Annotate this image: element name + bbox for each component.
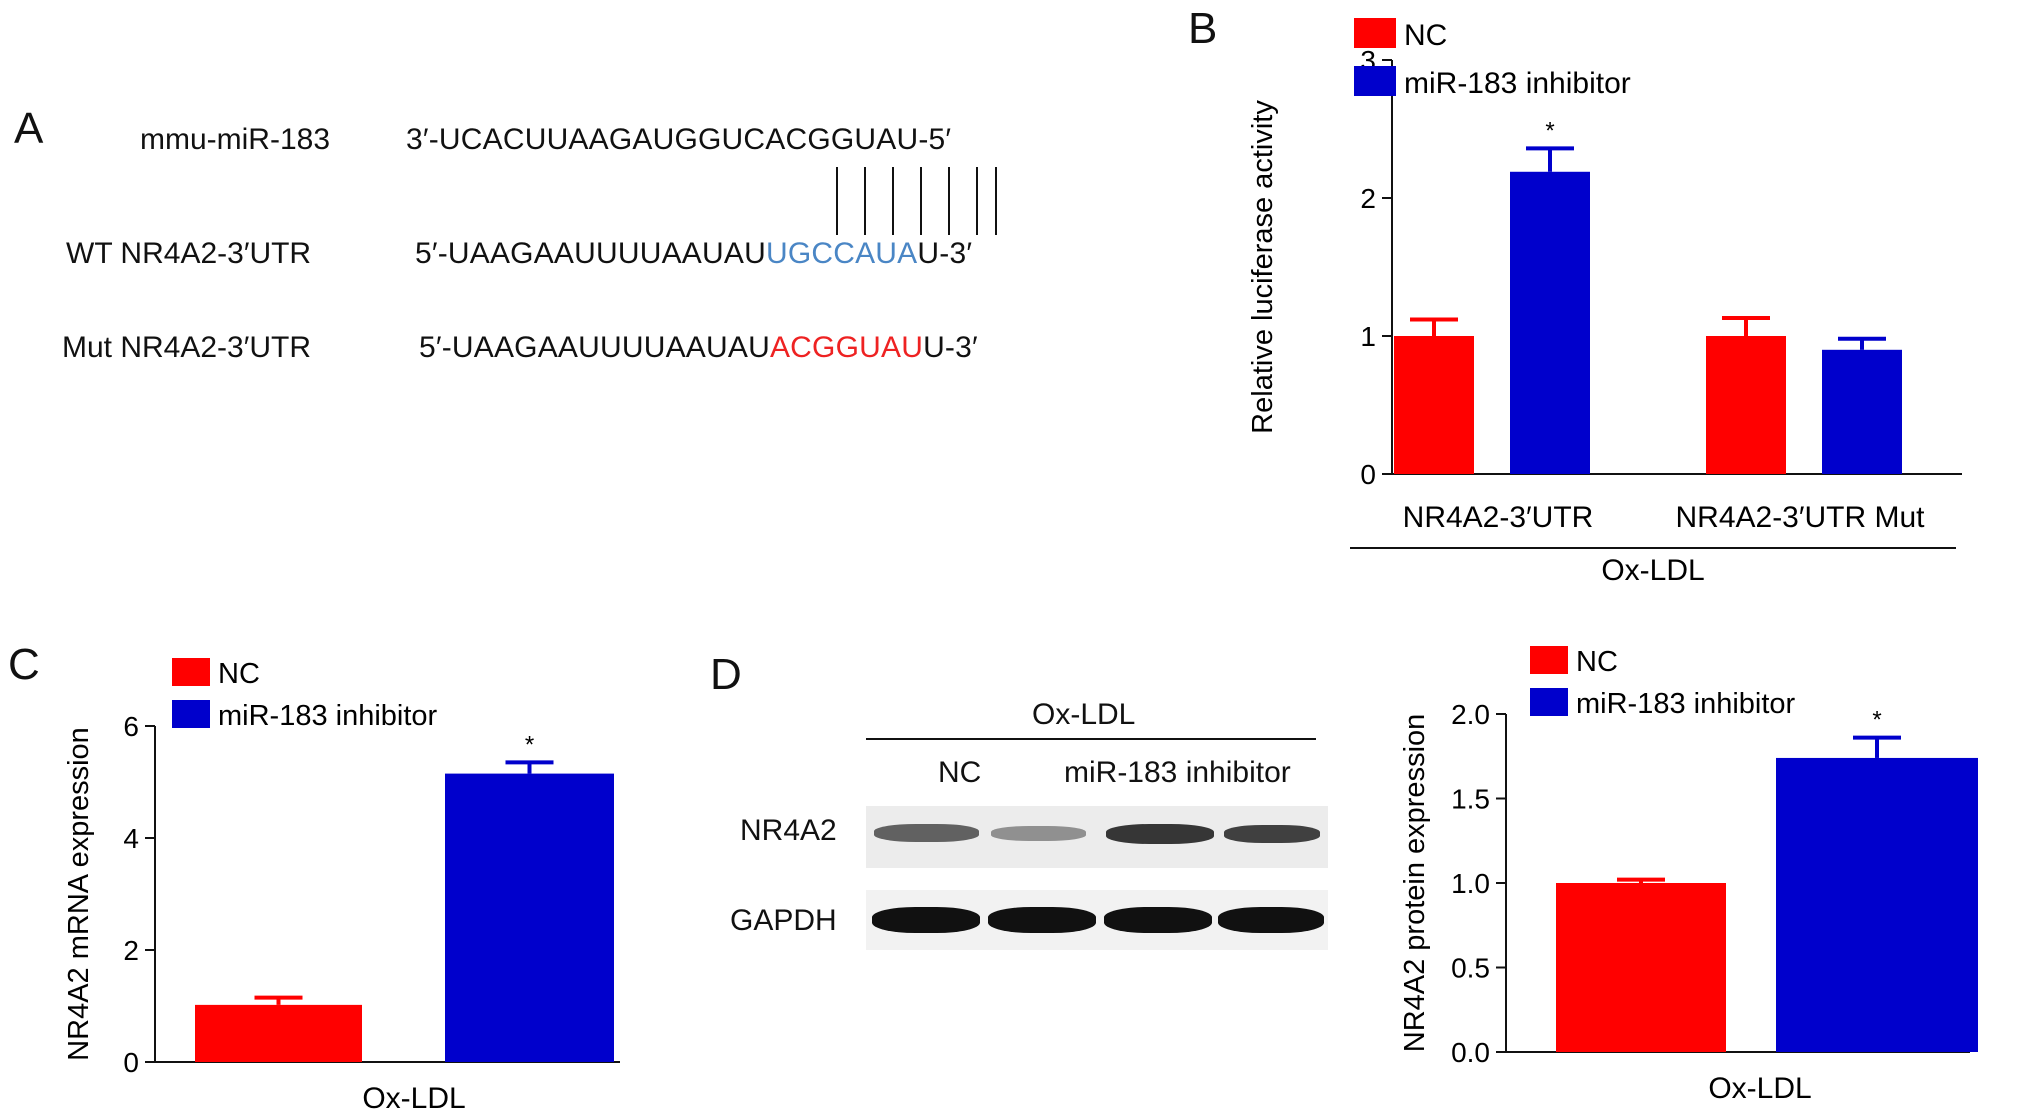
seq-mut-prefix: 5′-UAAGAAUUUUAAUAU — [419, 331, 770, 364]
chart-d-y-tick-label: 1.0 — [1451, 868, 1490, 899]
seq-mut: 5′-UAAGAAUUUUAAUAUACGGUAUU-3′ — [419, 331, 978, 365]
band-nr4a2-2 — [991, 826, 1086, 841]
chart-d-y-tick-label: 1.5 — [1451, 784, 1490, 815]
blot-gapdh — [866, 890, 1328, 950]
chart-d-bar — [1776, 757, 1978, 1052]
seq-mut-suffix: U-3′ — [923, 331, 978, 364]
chart-d-x-tick-label: Ox-LDL — [1708, 1072, 1811, 1105]
chart-b-x-tick-label: NR4A2-3′UTR — [1403, 501, 1594, 534]
band-nr4a2-1 — [874, 824, 979, 842]
band-gapdh-1 — [872, 907, 980, 933]
seq-mirna: 3′-UCACUUAAGAUGGUCACGGUAU-5′ — [406, 123, 951, 157]
chart-d-y-tick-label: 0.0 — [1451, 1037, 1490, 1068]
band-gapdh-4 — [1218, 907, 1324, 933]
blot-row-label-nr4a2: NR4A2 — [740, 814, 837, 847]
chart-b-legend-label: miR-183 inhibitor — [1404, 67, 1631, 100]
panel-letter-a: A — [14, 104, 44, 153]
chart-d-significance: * — [1872, 707, 1881, 734]
panel-letter-c: C — [8, 640, 40, 689]
chart-b-legend-swatch — [1354, 18, 1396, 48]
chart-c-legend-swatch — [172, 658, 210, 686]
chart-c-y-tick-label: 0 — [123, 1047, 139, 1078]
chart-c-x-tick-label: Ox-LDL — [362, 1082, 465, 1114]
seq-label-mut: Mut NR4A2-3′UTR — [62, 331, 312, 364]
chart-c-y-tick-label: 2 — [123, 935, 139, 966]
blot-group-label: Ox-LDL — [1032, 698, 1136, 731]
seq-mirna-text: 3′-UCACUUAAGAUGGUCACGGUAU-5′ — [406, 123, 952, 156]
chart-c-y-label: NR4A2 mRNA expression — [63, 727, 95, 1061]
chart-b-bar — [1510, 171, 1590, 474]
chart-d-bar — [1556, 883, 1726, 1052]
seq-mut-site: ACGGUAU — [769, 331, 924, 364]
chart-d-y-tick-label: 0.5 — [1451, 953, 1490, 984]
chart-d-legend-label: NC — [1576, 646, 1618, 678]
chart-b-legend-swatch — [1354, 66, 1396, 96]
chart-c-y-tick-label: 4 — [123, 823, 139, 854]
panel-letter-b: B — [1188, 4, 1218, 53]
seq-label-wt: WT NR4A2-3′UTR — [66, 237, 312, 270]
blot-lane-label-inhibitor: miR-183 inhibitor — [1064, 756, 1291, 789]
chart-c-legend-label: NC — [218, 658, 260, 690]
chart-b-x-tick-label: NR4A2-3′UTR Mut — [1675, 501, 1925, 534]
seq-wt-suffix: U-3′ — [917, 237, 973, 270]
chart-b-y-tick-label: 0 — [1360, 459, 1376, 490]
chart-b-bar — [1822, 349, 1902, 474]
seq-label-mirna: mmu-miR-183 — [140, 123, 331, 156]
chart-c-y-tick-label: 6 — [123, 711, 139, 742]
chart-b-bar — [1394, 336, 1474, 474]
band-gapdh-2 — [988, 907, 1096, 933]
chart-c-bar — [445, 773, 614, 1062]
blot-row-label-gapdh: GAPDH — [730, 904, 837, 937]
blot-lane-label-nc: NC — [938, 756, 982, 789]
chart-d-legend-swatch — [1530, 688, 1568, 716]
chart-c-legend-swatch — [172, 700, 210, 728]
seq-wt-site: UGCCAUA — [765, 237, 918, 270]
chart-b-y-label: Relative luciferase activity — [1247, 100, 1279, 434]
blot-nr4a2 — [866, 806, 1328, 868]
chart-b-group-label: Ox-LDL — [1601, 554, 1704, 587]
chart-b-y-tick-label: 2 — [1360, 183, 1376, 214]
chart-d-y-tick-label: 2.0 — [1451, 699, 1490, 730]
chart-d-legend-label: miR-183 inhibitor — [1576, 688, 1796, 720]
seq-wt-prefix: 5′-UAAGAAUUUUAAUAU — [415, 237, 766, 270]
band-nr4a2-4 — [1224, 825, 1320, 843]
chart-d-y-label: NR4A2 protein expression — [1399, 714, 1431, 1053]
pairing-lines — [836, 167, 997, 235]
band-nr4a2-3 — [1106, 824, 1214, 844]
blot-group-line — [866, 738, 1316, 740]
chart-c-bar — [195, 1004, 362, 1062]
panel-letter-d: D — [710, 650, 742, 699]
chart-b-significance: * — [1545, 117, 1554, 144]
seq-wt: 5′-UAAGAAUUUUAAUAUUGCCAUAU-3′ — [415, 237, 972, 271]
chart-c-significance: * — [525, 731, 534, 758]
chart-c-legend-label: miR-183 inhibitor — [218, 700, 438, 732]
chart-d-legend-swatch — [1530, 646, 1568, 674]
chart-b-legend-label: NC — [1404, 19, 1447, 52]
chart-b-bar — [1706, 336, 1786, 474]
band-gapdh-3 — [1104, 907, 1212, 933]
chart-b-y-tick-label: 1 — [1360, 321, 1376, 352]
